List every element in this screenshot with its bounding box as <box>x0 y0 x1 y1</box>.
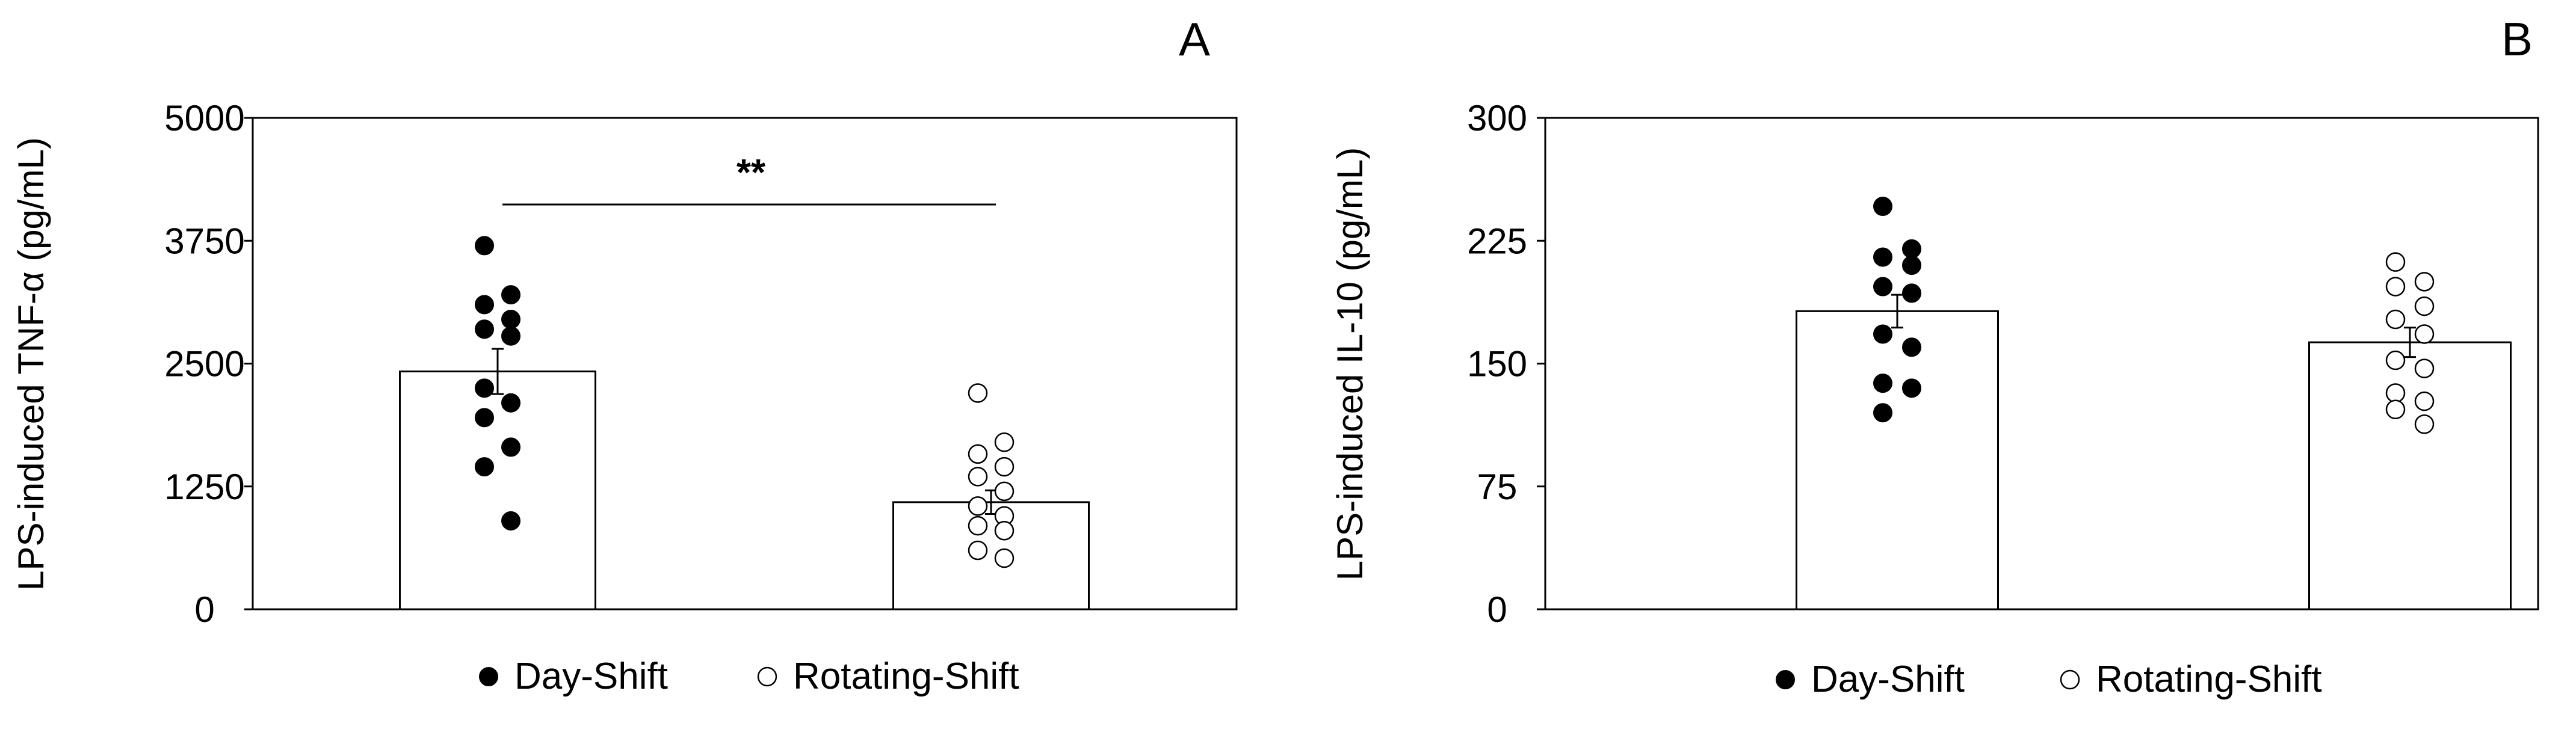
y-axis-label: LPS-induced TNF-α (pg/mL) <box>11 137 51 591</box>
legend-rotating-shift-marker <box>2060 669 2080 690</box>
day-shift-point <box>501 437 520 457</box>
y-tick-label: 2500 <box>164 344 244 384</box>
day-shift-point <box>475 408 494 428</box>
day-shift-point <box>1902 378 1921 398</box>
day-shift-point <box>501 309 520 329</box>
rotating-shift-point <box>2385 252 2406 272</box>
rotating-shift-point <box>2414 414 2435 434</box>
chart-panel-b: B LPS-induced IL-10 (pg/mL) 0 75 150 225 300… <box>1330 13 2539 700</box>
rotating-shift-point <box>968 467 988 487</box>
y-tick-label: 75 <box>1477 467 1518 507</box>
day-shift-point <box>1873 277 1892 297</box>
legend-day-shift-label: Day-Shift <box>1811 659 1965 700</box>
bar-day-shift <box>1796 310 1999 610</box>
y-tick-label: 5000 <box>164 98 244 138</box>
legend-rotating-shift-marker <box>757 666 777 687</box>
data-points <box>1873 197 2435 434</box>
rotating-shift-point <box>994 432 1015 452</box>
rotating-shift-point <box>994 521 1015 541</box>
rotating-shift-point <box>2385 277 2406 297</box>
panel-label: A <box>1179 13 1210 66</box>
y-tick-label: 300 <box>1467 98 1527 138</box>
bar-rotating-shift <box>2308 341 2512 610</box>
plot-frame <box>1544 117 2539 610</box>
day-shift-point <box>1902 256 1921 275</box>
rotating-shift-point <box>968 444 988 464</box>
y-tick-label: 150 <box>1467 344 1527 384</box>
legend: Day-Shift Rotating-Shift <box>1776 659 2322 700</box>
day-shift-point <box>1873 374 1892 393</box>
y-tick-label: 0 <box>1487 589 1507 630</box>
error-bars <box>492 348 997 515</box>
rotating-shift-point <box>2414 296 2435 316</box>
rotating-shift-point <box>968 496 988 516</box>
day-shift-point <box>475 295 494 315</box>
y-tick-label: 225 <box>1467 221 1527 261</box>
panel-label: B <box>2501 13 2533 66</box>
day-shift-point <box>1873 403 1892 423</box>
day-shift-point <box>1873 324 1892 344</box>
rotating-shift-point <box>2414 358 2435 378</box>
chart-panel-a: A LPS-induced TNF-α (pg/mL) 0 1250 2500 375… <box>11 13 1238 697</box>
rotating-shift-point <box>2385 350 2406 371</box>
y-tick-label: 0 <box>194 589 214 630</box>
day-shift-point <box>501 393 520 413</box>
day-shift-point <box>501 511 520 530</box>
rotating-shift-point <box>2414 391 2435 411</box>
rotating-shift-point <box>2385 383 2406 403</box>
day-shift-point <box>475 378 494 398</box>
bar-day-shift <box>399 371 596 610</box>
plot-frame <box>252 117 1238 610</box>
rotating-shift-point <box>994 457 1015 477</box>
legend-day-shift-marker <box>479 667 498 686</box>
legend-rotating-shift-label: Rotating-Shift <box>2096 659 2322 700</box>
rotating-shift-point <box>994 548 1015 568</box>
rotating-shift-point <box>2385 399 2406 420</box>
y-axis-label: LPS-induced IL-10 (pg/mL) <box>1330 147 1370 580</box>
bar-rotating-shift <box>892 501 1090 610</box>
day-shift-point <box>1902 283 1921 303</box>
y-ticks: 0 1250 2500 3750 5000 <box>164 98 253 630</box>
legend-rotating-shift-label: Rotating-Shift <box>793 656 1019 697</box>
legend: Day-Shift Rotating-Shift <box>479 656 1019 697</box>
day-shift-point <box>501 326 520 346</box>
rotating-shift-point <box>968 515 988 536</box>
bars <box>399 371 1090 610</box>
day-shift-point <box>1902 337 1921 357</box>
significance-label: ** <box>737 152 766 194</box>
y-tick-label: 1250 <box>164 467 244 507</box>
rotating-shift-point <box>2385 309 2406 330</box>
significance-marker: ** <box>502 152 996 206</box>
day-shift-point <box>475 236 494 256</box>
day-shift-point <box>475 457 494 477</box>
day-shift-point <box>475 319 494 339</box>
rotating-shift-point <box>968 540 988 561</box>
rotating-shift-point <box>2414 272 2435 292</box>
day-shift-point <box>1902 239 1921 259</box>
error-bars <box>1891 294 2416 358</box>
day-shift-point <box>1873 197 1892 217</box>
rotating-shift-point <box>968 383 988 403</box>
day-shift-point <box>1873 247 1892 267</box>
data-points <box>475 236 1015 568</box>
y-ticks: 0 75 150 225 300 <box>1467 98 1545 630</box>
rotating-shift-point <box>994 481 1015 502</box>
day-shift-point <box>501 285 520 305</box>
legend-day-shift-label: Day-Shift <box>514 656 668 697</box>
y-tick-label: 3750 <box>164 221 244 261</box>
rotating-shift-point <box>2414 324 2435 344</box>
legend-day-shift-marker <box>1776 670 1795 689</box>
